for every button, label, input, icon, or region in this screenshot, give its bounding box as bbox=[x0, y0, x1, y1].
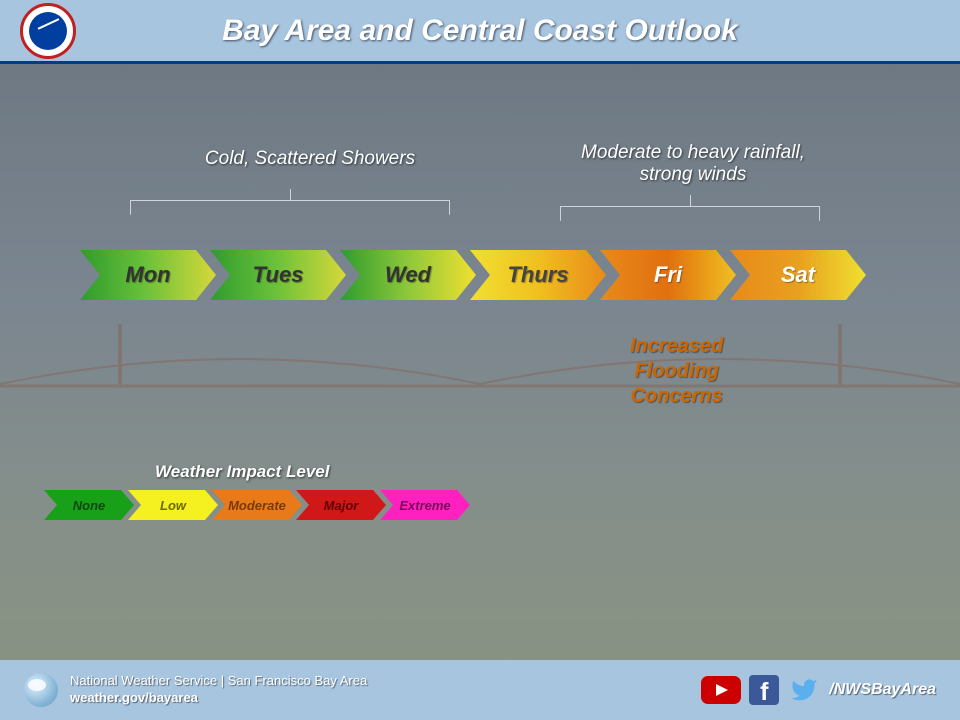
legend-chevron: Major bbox=[296, 490, 386, 520]
day-chevron: Mon bbox=[80, 250, 216, 300]
period-label: Cold, Scattered Showers bbox=[180, 148, 440, 170]
concern-line: Concerns bbox=[630, 384, 723, 409]
legend-title: Weather Impact Level bbox=[155, 462, 329, 482]
period-label: Moderate to heavy rainfall, strong winds bbox=[548, 142, 838, 186]
concern-line: Flooding bbox=[630, 359, 723, 384]
legend-chevron-row: NoneLowModerateMajorExtreme bbox=[44, 490, 464, 520]
forecast-chevron-row: MonTuesWedThursFriSat bbox=[80, 250, 860, 300]
legend-chevron: Low bbox=[128, 490, 218, 520]
footer-text: National Weather Service | San Francisco… bbox=[70, 673, 367, 707]
background-bridge bbox=[0, 324, 960, 404]
nws-logo bbox=[20, 3, 76, 59]
day-chevron: Sat bbox=[730, 250, 866, 300]
youtube-icon[interactable] bbox=[701, 676, 741, 704]
day-chevron: Tues bbox=[210, 250, 346, 300]
concern-line: Increased bbox=[630, 334, 723, 359]
footer-org: National Weather Service | San Francisco… bbox=[70, 673, 367, 690]
twitter-icon[interactable] bbox=[787, 676, 821, 704]
footer-bar: National Weather Service | San Francisco… bbox=[0, 660, 960, 720]
legend-chevron: None bbox=[44, 490, 134, 520]
day-chevron: Thurs bbox=[470, 250, 606, 300]
day-chevron: Fri bbox=[600, 250, 736, 300]
flooding-concern-label: Increased Flooding Concerns bbox=[630, 334, 723, 409]
day-chevron: Wed bbox=[340, 250, 476, 300]
social-handle: /NWSBayArea bbox=[829, 681, 936, 699]
legend-chevron: Extreme bbox=[380, 490, 470, 520]
page-title: Bay Area and Central Coast Outlook bbox=[76, 14, 884, 48]
social-icons: f /NWSBayArea bbox=[701, 675, 936, 705]
globe-icon bbox=[24, 673, 58, 707]
brace bbox=[130, 200, 450, 215]
facebook-icon[interactable]: f bbox=[749, 675, 779, 705]
header-bar: Bay Area and Central Coast Outlook bbox=[0, 0, 960, 64]
footer-url: weather.gov/bayarea bbox=[70, 690, 367, 707]
legend-chevron: Moderate bbox=[212, 490, 302, 520]
content-area: Cold, Scattered Showers Moderate to heavy… bbox=[0, 64, 960, 654]
brace bbox=[560, 206, 820, 221]
